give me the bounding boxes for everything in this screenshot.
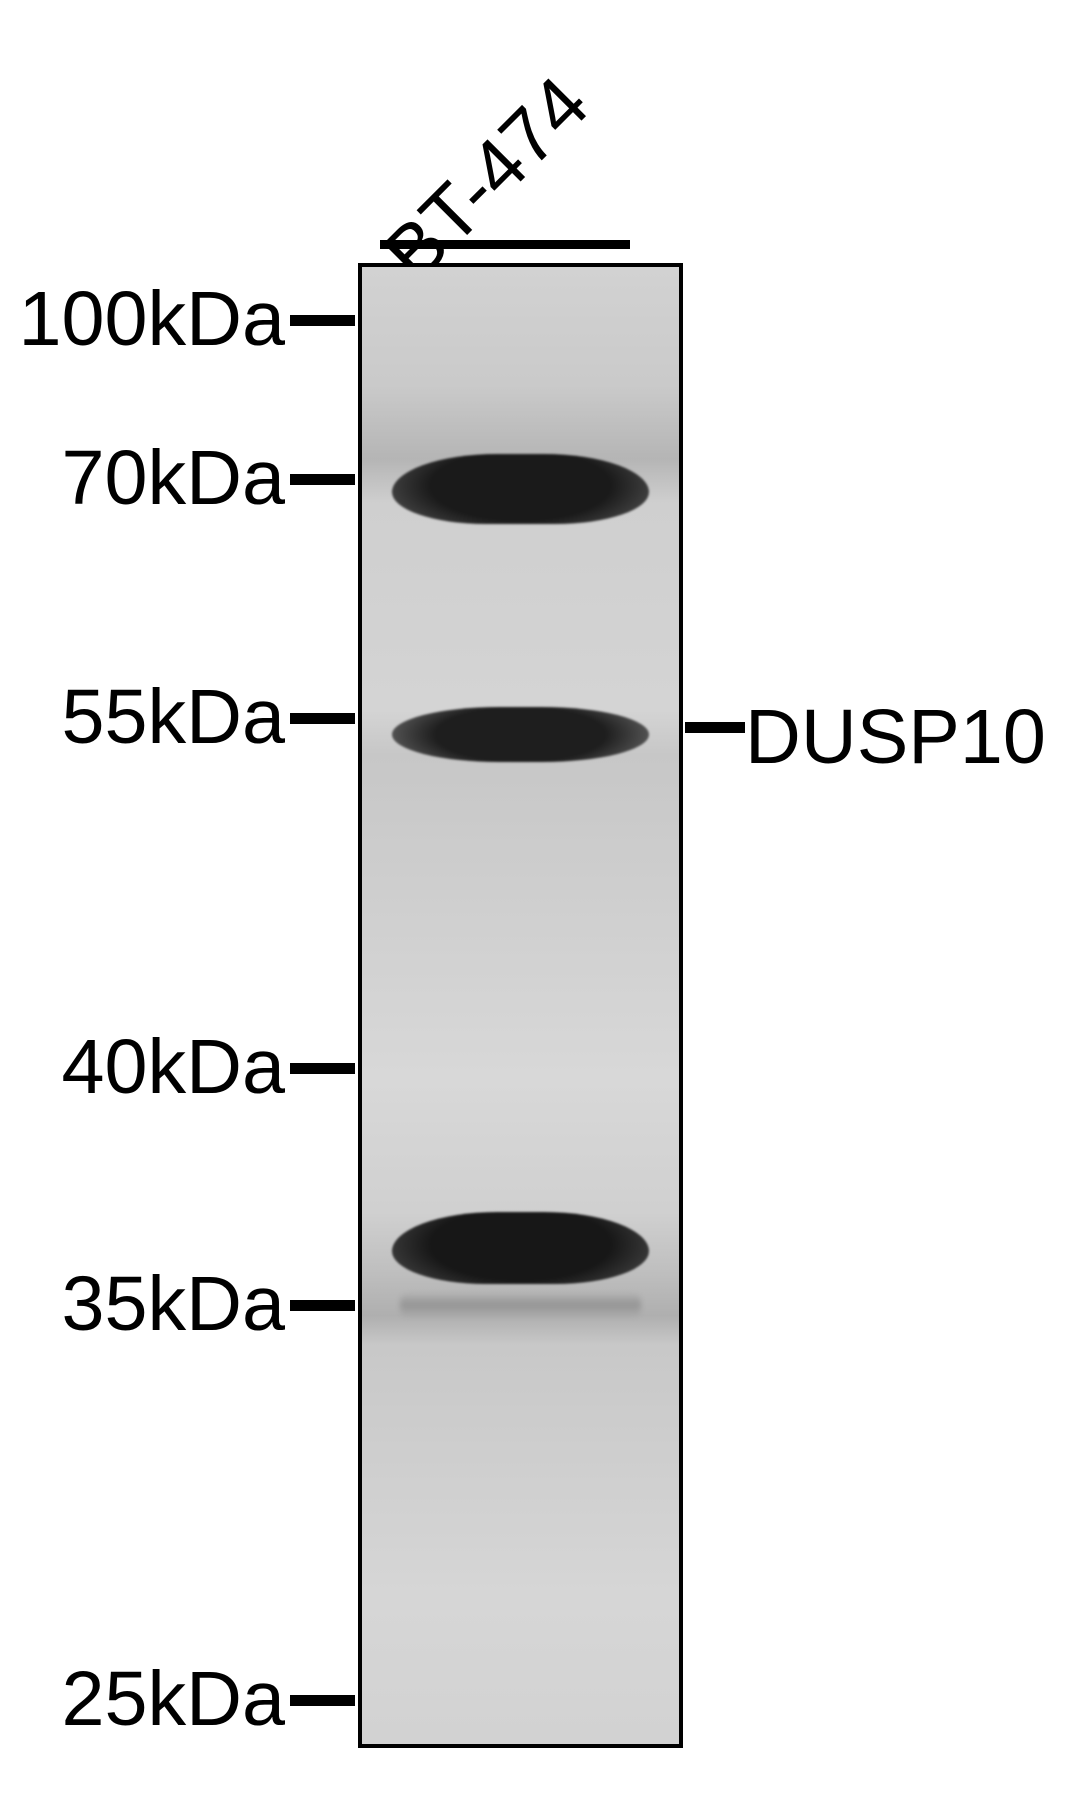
mw-tick-70kDa: [290, 474, 355, 485]
band-70kDa: [392, 454, 649, 524]
target-label: DUSP10: [745, 693, 1046, 782]
mw-label-70kDa: 70kDa: [61, 434, 285, 523]
mw-label-100kDa: 100kDa: [18, 275, 285, 364]
mw-tick-100kDa: [290, 315, 355, 326]
western-blot-figure: BT-474 100kDa70kDa55kDa40kDa35kDa25kDa D…: [0, 0, 1080, 1799]
mw-label-25kDa: 25kDa: [61, 1655, 285, 1744]
mw-tick-40kDa: [290, 1063, 355, 1074]
band-37kDa: [392, 1212, 649, 1284]
band-36kDa-faint: [400, 1292, 641, 1318]
mw-tick-25kDa: [290, 1695, 355, 1706]
mw-label-55kDa: 55kDa: [61, 673, 285, 762]
band-dusp10: [392, 707, 649, 762]
mw-label-35kDa: 35kDa: [61, 1260, 285, 1349]
mw-tick-55kDa: [290, 713, 355, 724]
target-tick: [685, 722, 745, 733]
mw-tick-35kDa: [290, 1300, 355, 1311]
blot-strip: [358, 263, 683, 1748]
mw-label-40kDa: 40kDa: [61, 1023, 285, 1112]
